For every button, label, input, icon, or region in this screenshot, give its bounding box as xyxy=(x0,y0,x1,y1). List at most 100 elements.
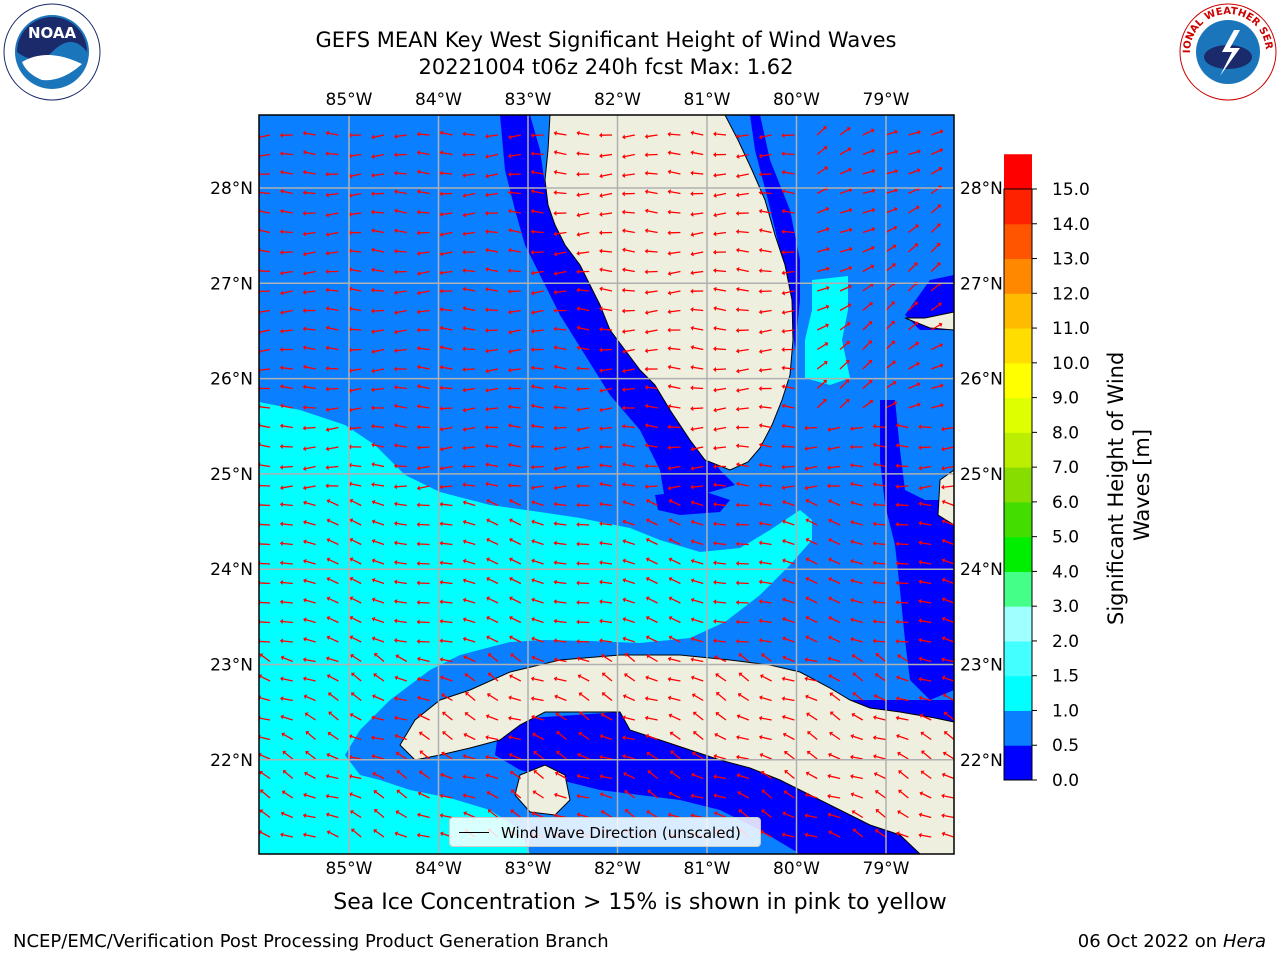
wave-direction-arrow xyxy=(690,150,704,156)
lat-label-left: 27°N xyxy=(210,274,253,294)
wave-direction-arrow xyxy=(348,286,362,292)
wave-direction-arrow xyxy=(828,557,841,565)
wave-direction-arrow xyxy=(622,754,635,760)
wave-direction-arrow xyxy=(371,442,385,448)
wave-direction-arrow xyxy=(553,501,567,507)
wave-direction-arrow xyxy=(885,206,898,214)
wave-direction-arrow xyxy=(895,619,909,625)
wave-direction-arrow xyxy=(781,443,795,449)
wave-direction-arrow xyxy=(393,290,407,295)
wave-direction-arrow xyxy=(510,653,522,663)
wave-direction-arrow xyxy=(553,404,567,410)
wave-direction-arrow xyxy=(736,153,749,159)
wave-direction-arrow xyxy=(462,463,476,469)
wave-direction-arrow xyxy=(416,485,430,491)
wave-direction-arrow xyxy=(302,676,316,682)
wave-direction-arrow xyxy=(530,132,544,138)
wave-direction-arrow xyxy=(509,615,522,624)
wave-direction-arrow xyxy=(758,404,772,410)
wave-direction-arrow xyxy=(439,344,453,351)
wave-direction-arrow xyxy=(953,212,954,213)
wave-direction-arrow xyxy=(439,657,453,663)
wave-direction-arrow xyxy=(816,342,829,351)
wave-direction-arrow xyxy=(816,146,828,156)
wave-direction-arrow xyxy=(622,247,635,253)
wave-direction-arrow xyxy=(758,540,772,546)
wave-direction-arrow xyxy=(758,501,772,507)
wave-direction-arrow xyxy=(781,188,795,195)
wave-direction-arrow xyxy=(302,270,316,276)
lat-label-right: 22°N xyxy=(960,751,1003,771)
wave-direction-arrow xyxy=(907,321,919,331)
wave-direction-arrow xyxy=(782,655,795,663)
wave-direction-arrow xyxy=(553,345,567,351)
wave-direction-arrow xyxy=(921,750,932,760)
wave-direction-arrow xyxy=(600,810,613,819)
wave-direction-arrow xyxy=(416,230,430,236)
wave-direction-arrow xyxy=(758,462,772,468)
wave-direction-arrow xyxy=(804,832,818,838)
wave-direction-arrow xyxy=(485,773,499,780)
wave-direction-arrow xyxy=(439,306,453,312)
wave-direction-arrow xyxy=(667,676,681,682)
wave-direction-arrow xyxy=(758,288,772,294)
wave-direction-arrow xyxy=(302,832,316,838)
wave-direction-arrow xyxy=(439,211,453,217)
wave-direction-arrow xyxy=(896,733,909,741)
wave-direction-arrow xyxy=(885,380,897,390)
wave-direction-arrow xyxy=(326,674,339,682)
wave-direction-arrow xyxy=(485,266,499,273)
wave-direction-arrow xyxy=(393,618,407,624)
wave-direction-arrow xyxy=(850,539,863,546)
wave-direction-arrow xyxy=(348,407,362,413)
wave-direction-arrow xyxy=(918,520,932,526)
wave-direction-arrow xyxy=(918,832,932,838)
wave-direction-arrow xyxy=(781,151,795,157)
wave-direction-arrow xyxy=(782,577,795,585)
wave-direction-arrow xyxy=(941,538,954,546)
wave-direction-arrow xyxy=(895,560,909,566)
wave-direction-arrow xyxy=(576,541,590,547)
wave-direction-arrow xyxy=(371,329,385,335)
wave-direction-arrow xyxy=(828,752,841,760)
wave-direction-arrow xyxy=(325,192,339,198)
lon-label-bottom: 85°W xyxy=(326,859,373,879)
wave-direction-arrow xyxy=(441,751,453,760)
wave-direction-arrow xyxy=(644,715,658,721)
wave-direction-arrow xyxy=(279,501,293,507)
wave-direction-arrow xyxy=(576,773,590,780)
wave-direction-arrow xyxy=(416,345,430,351)
wave-direction-arrow xyxy=(669,731,681,741)
wave-direction-arrow xyxy=(531,519,544,526)
wave-direction-arrow xyxy=(895,502,909,508)
wave-direction-arrow xyxy=(782,499,795,507)
wave-direction-arrow xyxy=(394,208,407,214)
wave-direction-arrow xyxy=(507,367,521,373)
latitude-labels-right: 28°N 27°N 26°N 25°N 24°N 23°N 22°N xyxy=(960,179,1003,771)
wave-direction-arrow xyxy=(918,656,932,663)
wave-direction-arrow xyxy=(393,484,407,490)
wave-direction-arrow xyxy=(464,712,476,721)
wave-direction-arrow xyxy=(576,521,590,527)
wave-direction-arrow xyxy=(279,599,293,605)
wave-direction-arrow xyxy=(531,558,544,565)
wave-direction-arrow xyxy=(279,270,293,276)
wave-direction-arrow xyxy=(600,712,613,721)
wave-direction-arrow xyxy=(668,635,681,643)
wave-direction-arrow xyxy=(667,656,681,663)
wave-direction-arrow xyxy=(348,481,362,487)
wave-direction-arrow xyxy=(735,580,749,586)
wave-direction-arrow xyxy=(416,169,430,175)
wave-direction-arrow xyxy=(624,790,636,799)
wave-direction-arrow xyxy=(507,462,521,468)
wave-direction-arrow xyxy=(667,230,681,236)
wave-direction-arrow xyxy=(872,735,886,741)
wave-direction-arrow xyxy=(918,501,932,507)
wave-direction-arrow xyxy=(714,732,727,741)
wave-direction-arrow xyxy=(439,446,453,452)
wave-direction-arrow xyxy=(507,268,521,274)
wave-direction-arrow xyxy=(645,635,658,643)
wave-direction-arrow xyxy=(462,578,476,585)
wave-direction-arrow xyxy=(872,521,886,527)
wave-direction-arrow xyxy=(553,270,567,276)
